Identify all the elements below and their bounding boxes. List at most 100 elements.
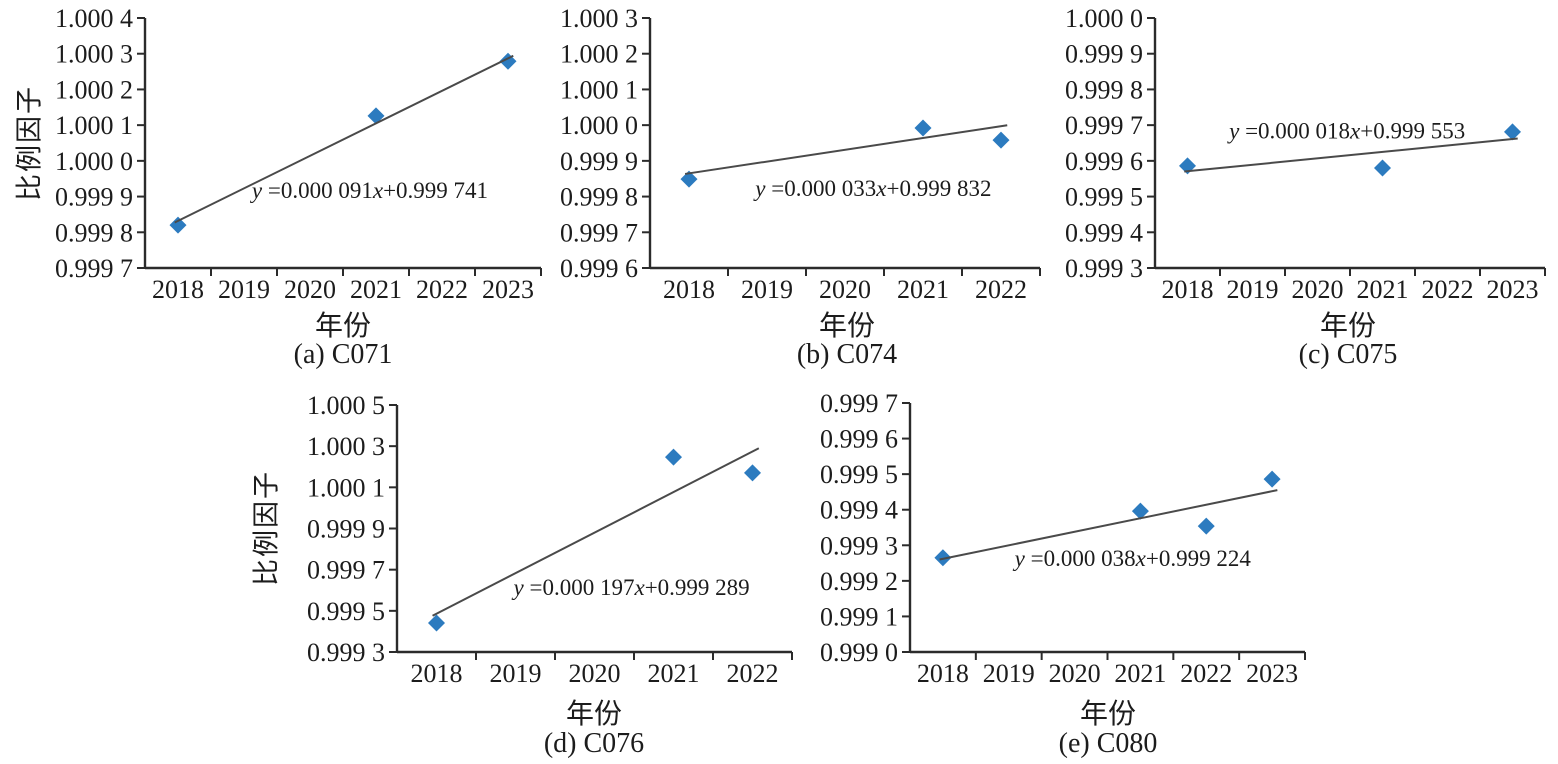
x-tick-label: 2019 — [218, 275, 270, 304]
x-tick-label: 2021 — [350, 275, 402, 304]
x-tick-label: 2023 — [482, 275, 534, 304]
data-point-marker — [428, 614, 445, 632]
trend-equation-label: y =0.000 038x+0.999 224 — [1013, 546, 1252, 571]
data-point-marker — [665, 448, 682, 466]
subplot-caption: (b) C074 — [796, 339, 898, 370]
y-tick-label: 0.999 7 — [560, 218, 638, 247]
y-tick-label: 1.000 2 — [55, 75, 133, 104]
x-tick-label: 2022 — [727, 659, 779, 688]
y-tick-label: 0.999 7 — [1065, 111, 1143, 140]
trend-line — [1184, 137, 1518, 173]
x-axis-title: 年份 — [565, 699, 623, 730]
data-point-marker — [1131, 502, 1149, 520]
x-tick-label: 2022 — [1180, 659, 1232, 688]
x-tick-label: 2023 — [1246, 659, 1298, 688]
x-tick-label: 2022 — [416, 275, 468, 304]
y-tick-label: 1.000 2 — [560, 40, 638, 69]
trend-line — [939, 489, 1278, 561]
data-point-marker — [992, 131, 1010, 149]
trend-line — [174, 54, 514, 224]
y-tick-label: 0.999 3 — [307, 638, 385, 667]
data-point-marker — [1197, 517, 1215, 535]
trend-equation-label: y =0.000 033x+0.999 832 — [753, 176, 991, 201]
data-point-marker — [1504, 123, 1521, 141]
x-tick-label: 2021 — [1357, 275, 1409, 304]
y-tick-label: 0.999 5 — [820, 460, 898, 489]
data-point-marker — [934, 549, 952, 567]
x-tick-label: 2018 — [1162, 275, 1214, 304]
data-point-marker — [169, 216, 187, 234]
x-tick-label: 2018 — [663, 275, 715, 304]
x-tick-label: 2020 — [819, 275, 871, 304]
x-tick-label: 2020 — [1049, 659, 1101, 688]
data-point-marker — [1263, 470, 1281, 488]
x-tick-label: 2021 — [897, 275, 949, 304]
y-tick-label: 1.000 3 — [55, 40, 133, 69]
y-tick-label: 1.000 0 — [560, 111, 638, 140]
y-tick-label: 1.000 5 — [307, 391, 385, 420]
y-tick-label: 0.999 7 — [55, 254, 133, 283]
y-tick-label: 0.999 6 — [560, 254, 638, 283]
x-axis-title: 年份 — [1079, 699, 1137, 730]
data-point-marker — [744, 464, 761, 482]
x-tick-label: 2019 — [1227, 275, 1279, 304]
y-tick-label: 0.999 0 — [820, 638, 898, 667]
subplot-caption: (a) C071 — [293, 339, 393, 370]
y-tick-label: 0.999 7 — [307, 556, 385, 585]
trend-equation-label: y =0.000 197x+0.999 289 — [512, 575, 750, 600]
x-tick-label: 2021 — [648, 659, 700, 688]
x-tick-label: 2023 — [1487, 275, 1539, 304]
y-tick-label: 0.999 2 — [820, 567, 898, 596]
x-tick-label: 2019 — [983, 659, 1035, 688]
y-tick-label: 1.000 1 — [560, 75, 638, 104]
x-tick-label: 2022 — [975, 275, 1027, 304]
y-axis-title: 比例因子 — [14, 85, 45, 201]
x-tick-label: 2018 — [152, 275, 204, 304]
y-tick-label: 0.999 9 — [1065, 40, 1143, 69]
data-point-marker — [680, 170, 698, 188]
y-axis-title: 比例因子 — [251, 470, 282, 586]
data-point-marker — [914, 119, 932, 137]
x-tick-label: 2022 — [1422, 275, 1474, 304]
y-tick-label: 0.999 6 — [1065, 147, 1143, 176]
y-tick-label: 0.999 8 — [55, 218, 133, 247]
x-tick-label: 2018 — [917, 659, 969, 688]
x-tick-label: 2020 — [1292, 275, 1344, 304]
chart-e: 0.999 7 0.999 6 0.999 5 0.999 4 0.999 3 0.999… — [820, 389, 1306, 688]
x-tick-label: 2021 — [1114, 659, 1166, 688]
trend-line — [684, 124, 1008, 175]
subplot-caption: (d) C076 — [543, 728, 645, 759]
x-axis-title: 年份 — [818, 311, 876, 342]
y-tick-label: 0.999 6 — [820, 425, 898, 454]
x-tick-label: 2020 — [284, 275, 336, 304]
y-tick-label: 1.000 0 — [1065, 4, 1143, 33]
y-tick-label: 0.999 3 — [820, 531, 898, 560]
y-tick-label: 0.999 7 — [820, 389, 898, 418]
subplot-caption: (e) C080 — [1058, 728, 1158, 759]
chart-b: 1.000 3 1.000 2 1.000 1 1.000 0 0.999 9 0.999… — [560, 4, 1041, 304]
y-tick-label: 0.999 8 — [560, 183, 638, 212]
x-axis-title: 年份 — [314, 311, 372, 342]
x-tick-label: 2019 — [490, 659, 542, 688]
chart-d: 1.000 5 1.000 3 1.000 1 0.999 9 0.999 7 0.999… — [307, 391, 793, 688]
subplot-caption: (c) C075 — [1298, 339, 1398, 370]
trend-equation-label: y =0.000 091x+0.999 741 — [250, 178, 488, 203]
trend-equation-label: y =0.000 018x+0.999 553 — [1227, 119, 1465, 144]
y-tick-label: 0.999 1 — [820, 602, 898, 631]
x-axis-title: 年份 — [1319, 311, 1377, 342]
chart-a: 1.000 4 1.000 3 1.000 2 1.000 1 1.000 0 0.999… — [55, 4, 542, 304]
y-tick-label: 1.000 3 — [560, 4, 638, 33]
y-tick-label: 0.999 9 — [307, 515, 385, 544]
y-tick-label: 0.999 4 — [820, 496, 898, 525]
y-tick-label: 1.000 4 — [55, 4, 133, 33]
y-tick-label: 0.999 4 — [1065, 218, 1143, 247]
y-tick-label: 0.999 5 — [307, 597, 385, 626]
y-tick-label: 1.000 1 — [307, 473, 385, 502]
y-tick-label: 1.000 0 — [55, 147, 133, 176]
x-tick-label: 2018 — [411, 659, 463, 688]
x-tick-label: 2019 — [741, 275, 793, 304]
y-tick-label: 0.999 3 — [1065, 254, 1143, 283]
y-tick-label: 0.999 5 — [1065, 183, 1143, 212]
chart-c: 1.000 0 0.999 9 0.999 8 0.999 7 0.999 6 0.999… — [1065, 4, 1546, 304]
